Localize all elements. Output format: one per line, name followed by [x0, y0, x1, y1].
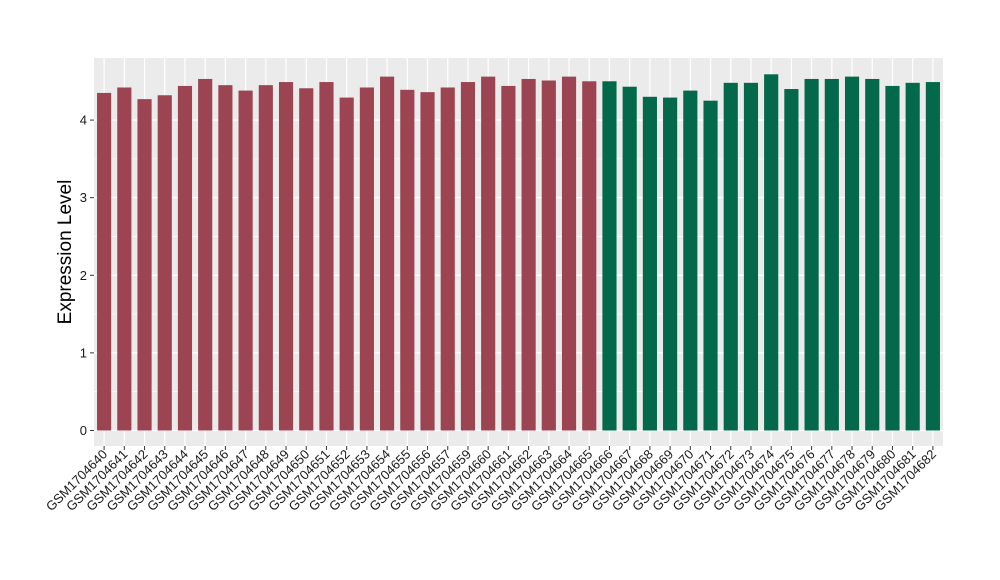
bar — [359, 87, 374, 431]
bar — [622, 86, 637, 431]
bar — [865, 78, 880, 431]
bar — [521, 78, 536, 431]
bar — [460, 82, 476, 431]
y-tick-label: 3 — [80, 190, 87, 205]
bar — [177, 85, 193, 431]
plot-panel — [94, 58, 943, 446]
bar — [238, 90, 253, 431]
bar — [501, 85, 516, 431]
minor-gridlines — [94, 158, 943, 392]
y-tick-label: 4 — [80, 113, 87, 128]
y-tick-label: 2 — [80, 268, 87, 283]
bar — [824, 78, 839, 431]
bar — [683, 90, 698, 431]
bar — [218, 85, 233, 431]
bar — [97, 92, 112, 431]
bar — [784, 89, 799, 431]
bar — [743, 82, 759, 431]
bar — [602, 81, 617, 431]
bar — [299, 88, 314, 431]
bar — [198, 78, 213, 431]
bar — [905, 82, 920, 431]
bar — [541, 80, 556, 431]
bars-group — [97, 74, 940, 431]
bar — [339, 97, 354, 431]
y-axis-label: Expression Level — [55, 180, 76, 325]
bar — [420, 92, 435, 431]
bar — [380, 76, 395, 431]
bar — [258, 85, 273, 431]
y-axis: 0 1 2 3 4 — [80, 113, 94, 438]
y-tick-label: 1 — [80, 345, 87, 360]
y-tick-label: 0 — [80, 423, 87, 438]
bar — [642, 96, 657, 431]
bar — [481, 76, 496, 431]
bar — [703, 100, 718, 431]
bar — [278, 82, 294, 431]
bar — [925, 82, 940, 431]
bar — [157, 95, 172, 431]
bar — [117, 87, 132, 431]
bar — [582, 81, 597, 431]
bar — [663, 97, 678, 431]
bar — [844, 76, 860, 431]
x-axis: GSM1704640GSM1704641GSM1704642GSM1704643… — [43, 446, 939, 514]
bar — [319, 82, 334, 431]
bar — [137, 99, 152, 431]
bar — [400, 89, 415, 431]
bar — [764, 74, 779, 431]
bar — [885, 85, 900, 431]
bar — [723, 82, 738, 431]
bar — [561, 76, 577, 431]
bar — [440, 87, 455, 431]
bar — [804, 78, 819, 431]
